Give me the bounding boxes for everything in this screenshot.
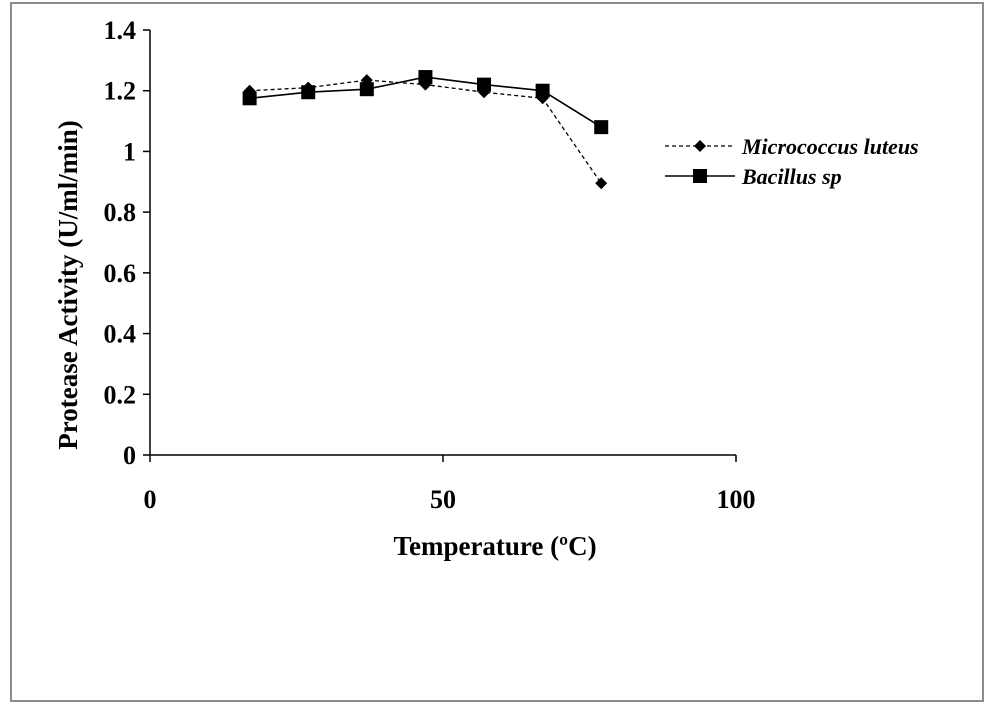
legend-label-series-1: Bacillus sp xyxy=(741,164,842,189)
legend-item-series-0: Micrococcus luteus xyxy=(665,134,919,159)
y-tick-label: 1.2 xyxy=(104,77,137,106)
legend-marker-square xyxy=(693,169,707,183)
y-tick-label: 0 xyxy=(123,441,136,470)
data-point-series-1 xyxy=(359,82,374,97)
y-axis-title: Protease Activity (U/ml/min) xyxy=(53,120,83,449)
data-point-series-1 xyxy=(477,77,492,92)
legend-label-series-0: Micrococcus luteus xyxy=(741,134,919,159)
chart-frame xyxy=(10,2,984,702)
y-tick-label: 0.8 xyxy=(104,198,137,227)
x-axis-title: Temperature (ºC) xyxy=(393,531,596,561)
legend: Micrococcus luteus Bacillus sp xyxy=(665,134,919,189)
legend-marker-diamond xyxy=(694,140,706,152)
x-tick-label: 50 xyxy=(430,485,456,514)
data-point-series-1 xyxy=(418,70,433,85)
legend-item-series-1: Bacillus sp xyxy=(665,164,842,189)
y-tick-label: 0.4 xyxy=(104,320,137,349)
y-tick-label: 0.6 xyxy=(104,259,137,288)
data-point-series-0 xyxy=(595,177,608,190)
y-tick-label: 1 xyxy=(123,137,136,166)
data-point-series-1 xyxy=(535,83,550,98)
y-ticks: 0 0.2 0.4 0.6 0.8 1 1.2 1.4 xyxy=(104,16,150,470)
x-ticks: 0 50 100 xyxy=(144,455,756,514)
y-tick-label: 1.4 xyxy=(104,16,137,45)
x-tick-label: 0 xyxy=(144,485,157,514)
series-layer xyxy=(242,70,609,190)
data-point-series-1 xyxy=(242,91,257,106)
data-point-series-1 xyxy=(301,85,316,100)
y-tick-label: 0.2 xyxy=(104,380,137,409)
chart: 0 50 100 0 0.2 0.4 0.6 0.8 1 1.2 1.4 Temperature … xyxy=(53,16,919,561)
data-point-series-1 xyxy=(594,120,609,135)
x-tick-label: 100 xyxy=(717,485,756,514)
